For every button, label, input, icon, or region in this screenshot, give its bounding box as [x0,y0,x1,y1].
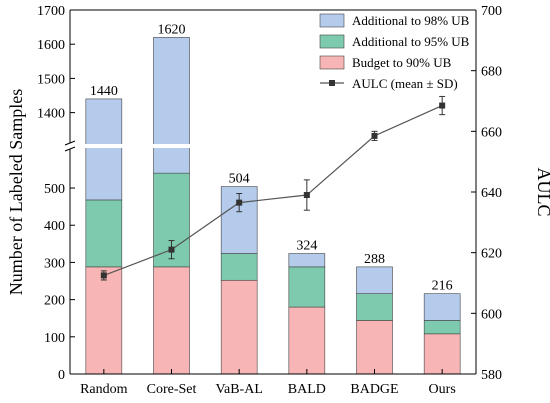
data-label: 1620 [158,22,186,37]
bar-segment [220,279,258,375]
bar-segment [85,199,123,268]
legend-label: Additional to 98% UB [352,13,470,28]
x-tick-label: Ours [429,382,456,397]
y2-tick-label: 600 [481,307,502,322]
data-label: 504 [229,172,250,187]
y2-tick-label: 660 [481,125,502,140]
legend-label: Additional to 95% UB [352,34,470,49]
x-tick-label: BALD [288,382,326,397]
legend-label: Budget to 90% UB [352,55,452,70]
bar-segment [423,333,461,375]
bar-segment [423,320,461,335]
y-axis-title: Number of Labeled Samples [6,89,26,295]
axes-layer: 0 100 200 300 400 500 1400 1500 1600 1700 580 600 62… [6,4,550,397]
y2-tick-label: 680 [481,65,502,80]
bar-segment [356,266,393,294]
legend-swatch [319,34,345,49]
aulc-point [236,199,243,206]
aulc-point [439,102,446,109]
bar-segment [288,306,326,375]
y2-tick-label: 580 [481,368,502,383]
y2-tick-label: 700 [481,4,502,19]
bar-segment [423,293,461,321]
y2-tick-label: 640 [481,186,502,201]
x-tick-label: BADGE [350,382,398,397]
data-label: 1440 [90,84,118,99]
bar-segment [153,37,190,174]
aulc-point [371,132,378,139]
y-tick-label: 400 [44,219,65,234]
bar-segment [153,266,190,375]
aulc-point [168,246,175,253]
bar-segment [356,293,393,321]
legend-swatch [319,55,345,70]
legend: Additional to 98% UB Additional to 95% UB… [319,13,470,91]
bar-segment [220,186,258,254]
legend-label: AULC (mean ± SD) [352,76,458,91]
axis-break-gap [71,144,475,148]
data-label: 216 [432,279,453,294]
bar-segment [85,98,123,201]
data-label: 324 [296,238,317,253]
x-tick-label: Core-Set [147,382,197,397]
bar-segment [85,266,123,375]
x-tick-label: VaB-AL [215,382,262,397]
bar-segment [288,266,326,308]
y-tick-label: 100 [44,331,65,346]
y-tick-label: 1700 [37,4,65,19]
legend-marker [329,80,335,86]
bar-segment [220,253,258,281]
x-tick-label: Random [80,382,128,397]
y-tick-label: 200 [44,294,65,309]
legend-swatch [319,13,345,28]
bars-layer [85,37,461,375]
axis-break-layer [71,144,475,148]
aulc-point [100,272,107,279]
y2-tick-label: 620 [481,247,502,262]
y-tick-label: 1600 [37,38,65,53]
aulc-point [303,192,310,199]
break-mark [64,140,76,146]
bar-segment [356,320,393,375]
bar-segment [288,253,326,268]
break-mark [64,146,76,152]
data-label: 288 [364,252,385,267]
data-labels-layer: 1440 1620 504 324 288 216 [90,22,453,293]
y-tick-label: 500 [44,182,65,197]
aulc-line-layer [100,95,446,281]
y-tick-label: 1400 [37,107,65,122]
aulc-line [103,105,443,276]
y-tick-label: 300 [44,256,65,271]
y2-axis-title: AULC [534,168,550,217]
y-tick-label: 1500 [37,72,65,87]
y-tick-label: 0 [58,368,65,383]
